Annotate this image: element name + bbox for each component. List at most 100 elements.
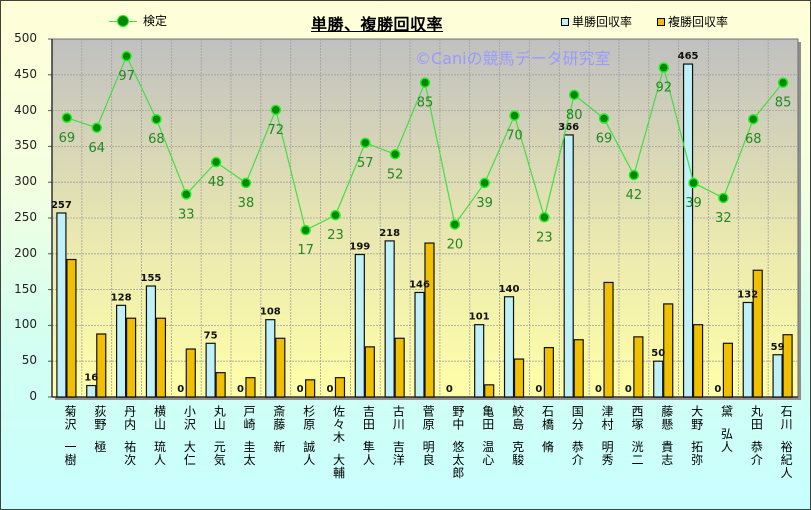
y-tick-label: 500 xyxy=(14,31,37,45)
test-label: 23 xyxy=(536,230,553,245)
win-return-label: 218 xyxy=(379,228,400,239)
test-marker xyxy=(210,156,222,168)
test-marker xyxy=(658,62,669,73)
y-tick-label: 300 xyxy=(14,174,37,189)
test-label: 38 xyxy=(238,196,255,211)
x-category-label: 吉田 隼人 xyxy=(361,405,376,467)
place-return-bar xyxy=(424,242,435,398)
win-return-label: 75 xyxy=(204,330,218,341)
test-marker xyxy=(330,209,341,221)
x-category-label: 菅原 明良 xyxy=(421,405,436,467)
x-category-label: 小沢 大仁 xyxy=(182,405,197,467)
x-category-label: 鮫島 克駿 xyxy=(510,405,525,467)
win-return-bar xyxy=(86,384,97,398)
win-return-label: 366 xyxy=(558,122,579,133)
x-category-label: 横山 琉人 xyxy=(152,405,167,467)
y-tick-label: 250 xyxy=(14,210,37,224)
bar1-swatch-icon xyxy=(561,17,569,26)
win-return-label: 0 xyxy=(714,384,721,395)
x-category-label: 丸山 元気 xyxy=(212,405,227,467)
place-return-bar xyxy=(394,337,405,398)
place-return-bar xyxy=(633,336,644,398)
win-return-bar xyxy=(503,296,515,398)
watermark: ©Caniの競馬データ研究室 xyxy=(415,49,611,68)
test-label: 97 xyxy=(118,69,135,84)
win-return-label: 50 xyxy=(651,348,665,359)
test-marker xyxy=(300,224,311,236)
test-label: 68 xyxy=(148,132,165,147)
x-category-label: 野中 悠太郎 xyxy=(450,405,465,480)
win-return-label: 155 xyxy=(141,273,162,284)
test-marker xyxy=(91,122,103,134)
win-return-label: 140 xyxy=(499,284,520,295)
x-category-label: 菊沢 一樹 xyxy=(63,405,77,467)
y-tick-label: 400 xyxy=(14,102,37,117)
x-category-label: 丹内 祐次 xyxy=(122,405,137,467)
test-label: 72 xyxy=(268,123,285,138)
win-return-bar xyxy=(772,354,783,398)
win-return-label: 0 xyxy=(297,384,304,395)
test-marker xyxy=(121,50,132,62)
x-category-label: 津村 明秀 xyxy=(600,405,615,467)
win-return-bar xyxy=(354,253,365,398)
test-label: 42 xyxy=(626,188,643,203)
x-category-label: 大野 拓弥 xyxy=(689,405,704,467)
x-category-label: 石橋 脩 xyxy=(540,405,555,454)
test-label: 57 xyxy=(357,156,374,171)
x-category-label: 石川 裕紀人 xyxy=(779,405,794,480)
place-return-bar xyxy=(334,377,346,398)
win-return-label: 108 xyxy=(260,307,281,318)
test-marker xyxy=(389,149,401,160)
win-return-label: 465 xyxy=(678,51,699,62)
place-return-bar xyxy=(305,379,316,398)
win-return-bar xyxy=(474,324,485,398)
win-return-bar xyxy=(205,342,216,398)
win-return-bar xyxy=(384,240,395,398)
place-return-bar xyxy=(543,346,554,398)
win-return-label: 132 xyxy=(737,289,758,300)
win-return-label: 0 xyxy=(237,384,244,395)
test-marker xyxy=(151,113,162,125)
place-return-bar xyxy=(722,342,734,398)
test-marker xyxy=(479,177,490,189)
win-return-bar xyxy=(56,212,67,398)
x-category-label: 亀田 温心 xyxy=(480,405,495,467)
test-marker xyxy=(688,177,699,189)
test-label: 52 xyxy=(387,167,404,182)
x-category-label: 丸田 恭介 xyxy=(749,405,764,467)
place-return-bar xyxy=(364,346,375,398)
win-return-label: 257 xyxy=(51,200,72,211)
test-label: 39 xyxy=(476,196,493,211)
win-return-bar xyxy=(682,63,694,398)
y-tick-label: 100 xyxy=(14,317,37,332)
place-return-bar xyxy=(692,324,704,398)
legend-bar2: 複勝回収率 xyxy=(657,13,728,30)
x-category-label: 斎藤 新 xyxy=(271,405,286,454)
place-return-bar xyxy=(185,348,196,398)
test-marker xyxy=(777,77,789,88)
test-marker xyxy=(419,77,431,88)
place-return-bar xyxy=(752,269,763,398)
test-label: 85 xyxy=(417,96,434,111)
test-marker xyxy=(539,212,550,223)
x-category-label: 戸崎 圭太 xyxy=(242,405,257,467)
test-marker xyxy=(270,104,282,116)
legend-line: 検定 xyxy=(109,12,167,29)
place-return-bar xyxy=(155,317,167,398)
chart-title: 単勝、複勝回収率 xyxy=(311,15,444,34)
test-label: 20 xyxy=(447,237,464,252)
win-return-label: 0 xyxy=(326,384,333,395)
y-tick-label: 450 xyxy=(14,66,37,81)
test-label: 68 xyxy=(745,132,762,147)
legend-bar1-label: 単勝回収率 xyxy=(572,15,633,29)
test-label: 32 xyxy=(715,211,732,226)
legend-line-label: 検定 xyxy=(143,14,168,28)
place-return-bar xyxy=(603,281,614,398)
win-return-label: 0 xyxy=(446,384,453,395)
place-return-bar xyxy=(782,334,793,398)
win-return-label: 0 xyxy=(535,384,542,395)
win-return-label: 0 xyxy=(595,384,602,395)
test-label: 85 xyxy=(775,96,792,111)
